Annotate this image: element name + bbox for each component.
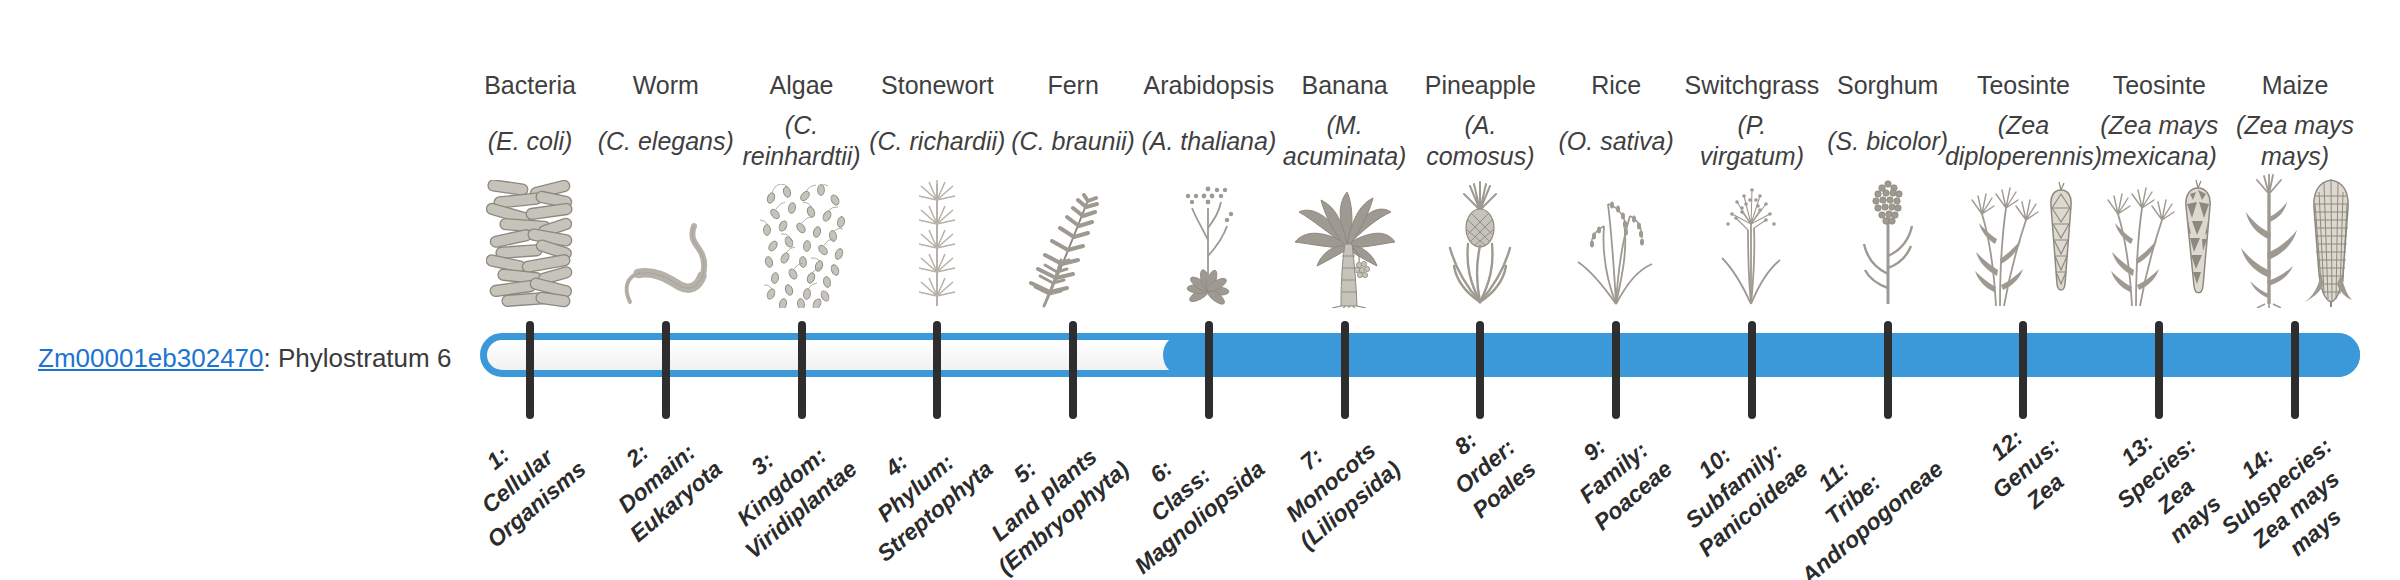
algae-icon [732,174,872,308]
stratum-label: 4:Phylum:Streptophyta [833,408,1000,568]
phylostratum-diagram: Zm00001eb302470: Phylostratum 6 Bacteria… [0,0,2400,580]
gene-label: Zm00001eb302470: Phylostratum 6 [38,345,451,371]
bacteria-icon [460,174,600,308]
stratum-tick [526,321,534,419]
stratum-label: 1:CellularOrganisms [442,408,592,554]
rice-icon [1546,174,1686,308]
stratum-tick [2291,321,2299,419]
teosinte-mexicana-icon [2089,174,2229,308]
stratum-tick [2019,321,2027,419]
gene-annotation: : Phylostratum 6 [264,343,452,373]
banana-icon [1275,174,1415,308]
pineapple-icon [1410,174,1550,308]
stratum-label: 5:Land plants(Embryophyta) [953,408,1135,580]
stratum-label: 8:Order:Poales [1428,408,1543,525]
stratum-label: 2:Domain:Eukaryota [585,408,728,548]
stratum-label: 14:Subspecies:Zea maysmays [2195,408,2376,580]
teosinte-diploperennis-icon [1953,174,2093,308]
stratum-tick [1748,321,1756,419]
stratum-tick [662,321,670,419]
organism-common-name: Maize [2205,73,2385,98]
stratum-tick [1341,321,1349,419]
fern-icon [1003,174,1143,308]
stratum-tick [1884,321,1892,419]
arabidopsis-icon [1139,174,1279,308]
stratum-tick [1205,321,1213,419]
maize-icon [2225,174,2365,308]
organism-scientific-name: (Zea maysmays) [2195,108,2395,174]
stratum-tick [1069,321,1077,419]
stratum-label: 6:Class:Magnoliopsida [1090,408,1271,580]
stratum-tick [933,321,941,419]
stratum-tick [798,321,806,419]
stratum-label: 3:Kingdom:Viridiplantae [700,408,863,565]
stratum-tick [1612,321,1620,419]
sorghum-icon [1818,174,1958,308]
stratum-tick [1476,321,1484,419]
stratum-tick [2155,321,2163,419]
worm-icon [596,174,736,308]
stratum-label: 7:Monocots(Liliopsida) [1255,408,1407,556]
stratum-label: 9:Family:Poaceae [1549,408,1678,537]
stratum-label: 12:Genus:Zea [1967,408,2086,528]
gene-id-link[interactable]: Zm00001eb302470 [38,343,264,373]
switchgrass-icon [1682,174,1822,308]
stonewort-icon [867,174,1007,308]
